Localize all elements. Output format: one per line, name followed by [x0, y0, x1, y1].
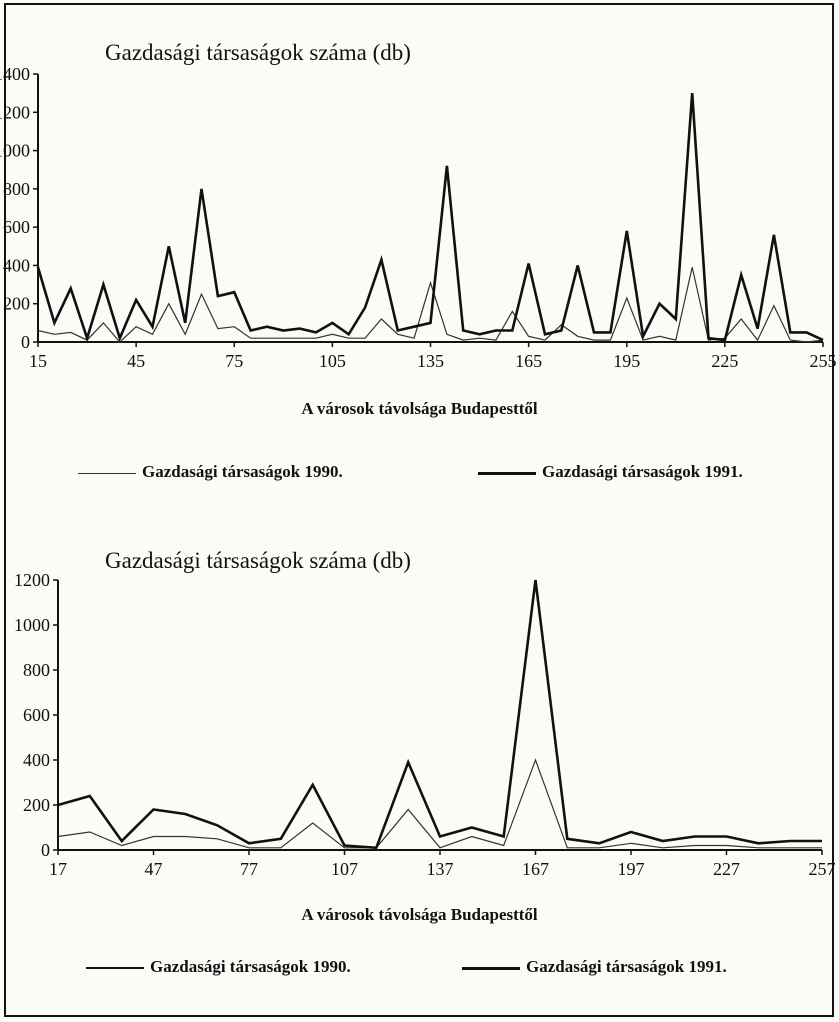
- y-tick-label: 800: [3, 179, 30, 199]
- chart-2-title: Gazdasági társaságok száma (db): [105, 548, 411, 573]
- x-tick-label: 105: [319, 351, 346, 371]
- y-tick-label: 1000: [0, 141, 30, 161]
- y-tick-label: 1200: [0, 102, 30, 122]
- y-tick-label: 1400: [0, 64, 30, 84]
- x-tick-label: 225: [711, 351, 738, 371]
- x-tick-label: 47: [145, 859, 163, 879]
- y-tick-label: 1000: [14, 615, 50, 635]
- chart-1-legend-1991: Gazdasági társaságok 1991.: [478, 462, 743, 482]
- legend-line-1990: [78, 472, 136, 474]
- x-tick-label: 45: [127, 351, 145, 371]
- y-tick-label: 200: [23, 795, 50, 815]
- y-tick-label: 400: [23, 750, 50, 770]
- series-line-1990: [57, 758, 822, 849]
- x-tick-label: 15: [29, 351, 47, 371]
- series-line-1991: [57, 579, 822, 850]
- series-line-1990: [37, 267, 824, 343]
- y-tick-label: 400: [3, 255, 30, 275]
- x-tick-label: 227: [713, 859, 740, 879]
- series-line-1991: [36, 93, 824, 343]
- x-tick-label: 77: [240, 859, 258, 879]
- chart-2-legend-1990: Gazdasági társaságok 1990.: [86, 957, 351, 977]
- legend-label-1990: Gazdasági társaságok 1990.: [142, 462, 343, 481]
- chart-2-legend-1991: Gazdasági társaságok 1991.: [462, 957, 727, 977]
- legend-label-1991: Gazdasági társaságok 1991.: [542, 462, 743, 481]
- x-tick-label: 197: [618, 859, 645, 879]
- x-tick-label: 257: [809, 859, 836, 879]
- x-tick-label: 75: [225, 351, 243, 371]
- x-tick-label: 195: [613, 351, 640, 371]
- legend-line-1990: [86, 967, 144, 970]
- x-tick-label: 165: [515, 351, 542, 371]
- legend-label-1991: Gazdasági társaságok 1991.: [526, 957, 727, 976]
- chart-1-title: Gazdasági társaságok száma (db): [105, 40, 411, 65]
- chart-1-x-axis-label: A városok távolsága Budapesttől: [301, 399, 538, 418]
- legend-line-1991: [478, 471, 536, 475]
- x-tick-label: 107: [331, 859, 358, 879]
- x-tick-label: 167: [522, 859, 549, 879]
- x-tick-label: 135: [417, 351, 444, 371]
- chart-1-plot: 0 200 400 600 800 1000 1200 1400 15 45 75 105 135 165…: [0, 64, 837, 371]
- chart-2-x-axis-label: A városok távolsága Budapesttől: [301, 905, 538, 924]
- figure-frame: [4, 3, 834, 1017]
- chart-2-plot: 0 200 400 600 800 1000 1200 17 47 77 107 137 167 197 2…: [14, 570, 836, 879]
- x-tick-label: 17: [49, 859, 67, 879]
- y-tick-label: 800: [23, 660, 50, 680]
- y-tick-label: 0: [41, 840, 50, 860]
- y-tick-label: 0: [21, 332, 30, 352]
- legend-line-1991: [462, 966, 520, 970]
- x-tick-label: 255: [810, 351, 837, 371]
- y-tick-label: 1200: [14, 570, 50, 590]
- y-tick-label: 600: [23, 705, 50, 725]
- y-tick-label: 200: [3, 294, 30, 314]
- x-tick-label: 137: [427, 859, 454, 879]
- y-tick-label: 600: [3, 217, 30, 237]
- chart-1-legend-1990: Gazdasági társaságok 1990.: [78, 462, 343, 482]
- legend-label-1990: Gazdasági társaságok 1990.: [150, 957, 351, 976]
